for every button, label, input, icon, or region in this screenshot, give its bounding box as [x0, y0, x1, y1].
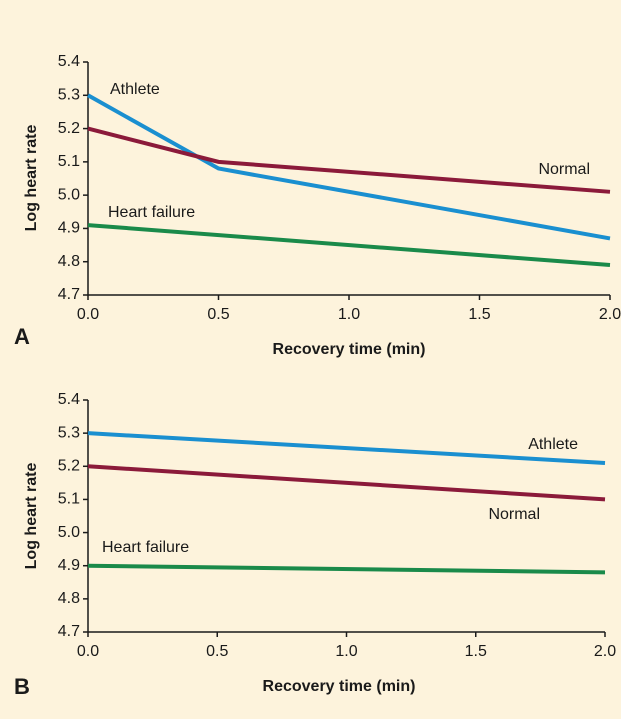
y-tick-label: 4.8 [58, 590, 80, 607]
y-tick-label: 4.9 [58, 557, 80, 574]
x-tick-label: 2.0 [594, 643, 616, 660]
y-tick-label: 5.2 [58, 120, 80, 137]
line-series [87, 223, 611, 268]
y-tick-label: 4.7 [58, 623, 80, 640]
series-label: Normal [488, 506, 540, 523]
x-tick-label: 0.0 [77, 306, 99, 323]
x-tick-label: 1.0 [338, 306, 360, 323]
y-tick-label: 4.8 [58, 253, 80, 270]
y-tick-label: 5.1 [58, 491, 80, 508]
y-tick-label: 5.1 [58, 153, 80, 170]
y-axis-title: Log heart rate [23, 125, 40, 232]
x-tick-label: 1.5 [465, 643, 487, 660]
panel-letter: A [14, 324, 30, 349]
y-tick-label: 5.2 [58, 458, 80, 475]
y-tick-label: 5.3 [58, 87, 80, 104]
line-series [87, 431, 606, 465]
panel-letter: B [14, 674, 30, 699]
x-tick-label: 1.5 [468, 306, 490, 323]
x-tick-label: 1.0 [335, 643, 357, 660]
y-tick-label: 5.0 [58, 524, 80, 541]
x-tick-label: 0.5 [206, 643, 228, 660]
x-axis-title: Recovery time (min) [263, 678, 416, 695]
series-label: Heart failure [108, 204, 195, 221]
x-tick-label: 0.5 [207, 306, 229, 323]
x-tick-label: 0.0 [77, 643, 99, 660]
line-series [87, 126, 611, 194]
series-label: Athlete [110, 81, 160, 98]
y-tick-label: 5.3 [58, 424, 80, 441]
series-label: Heart failure [102, 539, 189, 556]
line-series [87, 93, 611, 241]
series-label: Normal [538, 161, 590, 178]
series-label: Athlete [528, 436, 578, 453]
x-tick-label: 2.0 [599, 306, 621, 323]
y-axis-title: Log heart rate [23, 463, 40, 570]
line-series [87, 464, 606, 502]
x-axis-title: Recovery time (min) [273, 341, 426, 358]
y-tick-label: 4.7 [58, 286, 80, 303]
y-tick-label: 5.4 [58, 391, 80, 408]
line-series [87, 563, 606, 575]
y-tick-label: 4.9 [58, 220, 80, 237]
y-tick-label: 5.4 [58, 53, 80, 70]
y-tick-label: 5.0 [58, 186, 80, 203]
